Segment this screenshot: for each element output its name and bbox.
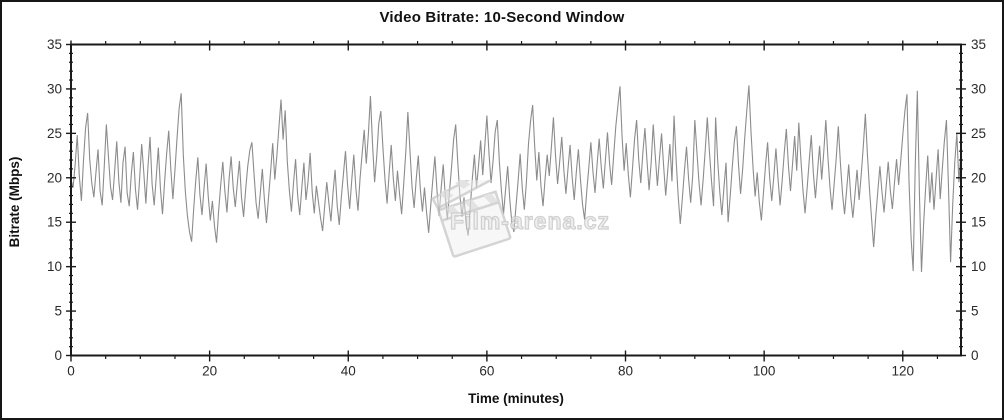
svg-text:35: 35 <box>47 37 62 52</box>
svg-text:15: 15 <box>47 215 62 230</box>
svg-text:0: 0 <box>54 348 62 363</box>
x-axis-title: Time (minutes) <box>468 391 564 406</box>
svg-text:100: 100 <box>753 364 776 379</box>
svg-text:120: 120 <box>892 364 915 379</box>
svg-text:40: 40 <box>341 364 356 379</box>
svg-text:30: 30 <box>47 81 62 96</box>
svg-text:5: 5 <box>971 304 979 319</box>
svg-text:0: 0 <box>971 348 979 363</box>
svg-text:80: 80 <box>618 364 633 379</box>
svg-text:0: 0 <box>67 364 75 379</box>
svg-text:60: 60 <box>479 364 494 379</box>
svg-text:20: 20 <box>971 170 986 185</box>
svg-text:5: 5 <box>54 304 62 319</box>
svg-text:35: 35 <box>971 37 986 52</box>
svg-text:10: 10 <box>971 259 986 274</box>
axis-ticks <box>66 40 966 362</box>
svg-text:25: 25 <box>47 126 62 141</box>
chart-title: Video Bitrate: 10-Second Window <box>379 9 625 26</box>
svg-text:25: 25 <box>971 126 986 141</box>
svg-text:15: 15 <box>971 215 986 230</box>
bitrate-line-series <box>70 85 962 272</box>
axes-box <box>70 43 962 357</box>
svg-text:20: 20 <box>47 170 62 185</box>
svg-text:30: 30 <box>971 81 986 96</box>
svg-text:10: 10 <box>47 259 62 274</box>
svg-text:20: 20 <box>202 364 217 379</box>
